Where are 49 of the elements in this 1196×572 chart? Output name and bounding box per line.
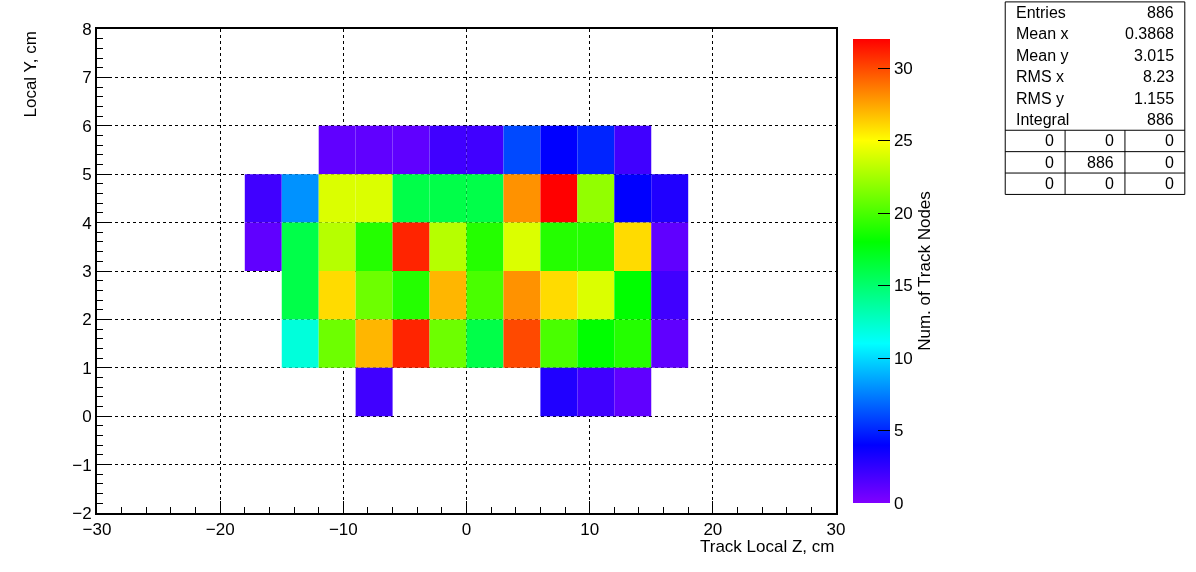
text: 1.155	[1134, 90, 1175, 107]
x-tick-label: 20	[703, 520, 723, 540]
color-bar-label: 5	[893, 421, 904, 441]
text: 0	[1045, 132, 1054, 149]
text: RMS x	[1016, 68, 1064, 85]
text: 886	[1087, 154, 1114, 171]
text: RMS y	[1016, 90, 1064, 107]
x-axis-title: Track Local Z, cm	[700, 537, 835, 556]
color-bar-label: 0	[893, 493, 904, 513]
text: 0	[1165, 154, 1174, 171]
text: 8.23	[1143, 68, 1175, 85]
text: 0	[1165, 132, 1174, 149]
text: 0	[1045, 154, 1054, 171]
x-tick-label: −20	[205, 520, 235, 540]
text: Integral	[1016, 111, 1070, 128]
color-bar-title: Num. of Track Nodes	[914, 191, 934, 351]
y-tick-label: 3	[82, 261, 92, 281]
y-tick-label: 6	[82, 116, 92, 136]
color-bar-label: 30	[893, 58, 913, 78]
x-tick-label: 30	[826, 520, 846, 540]
text: 886	[1147, 111, 1174, 128]
text: 0	[1105, 132, 1114, 149]
y-tick-label: 0	[82, 407, 92, 427]
text: Entries	[1016, 4, 1066, 21]
y-axis-title: Local Y, cm	[21, 31, 41, 118]
color-bar-label: 20	[893, 203, 913, 223]
y-tick-label: 5	[82, 165, 92, 185]
text: 3.015	[1134, 47, 1175, 64]
y-tick-label: −1	[72, 455, 92, 475]
y-tick-label: 1	[82, 358, 92, 378]
x-tick-label: 10	[580, 520, 600, 540]
x-tick-label: −10	[328, 520, 358, 540]
x-tick-label: 0	[461, 520, 472, 540]
text: 0	[1105, 175, 1114, 192]
color-bar-label: 15	[893, 276, 913, 296]
y-tick-label: 2	[82, 310, 92, 330]
y-tick-label: 4	[82, 213, 92, 233]
text: 0	[1045, 175, 1054, 192]
text: 0.3868	[1125, 25, 1175, 42]
y-tick-label: −2	[72, 503, 92, 523]
text: Mean y	[1016, 47, 1069, 64]
y-tick-label: 7	[82, 68, 92, 88]
y-tick-label: 8	[82, 19, 92, 39]
text: 886	[1147, 4, 1174, 21]
x-tick-label: −30	[82, 520, 112, 540]
color-bar-label: 25	[893, 131, 913, 151]
color-bar-label: 10	[893, 348, 913, 368]
text: 0	[1165, 175, 1174, 192]
text: Mean x	[1016, 25, 1069, 42]
